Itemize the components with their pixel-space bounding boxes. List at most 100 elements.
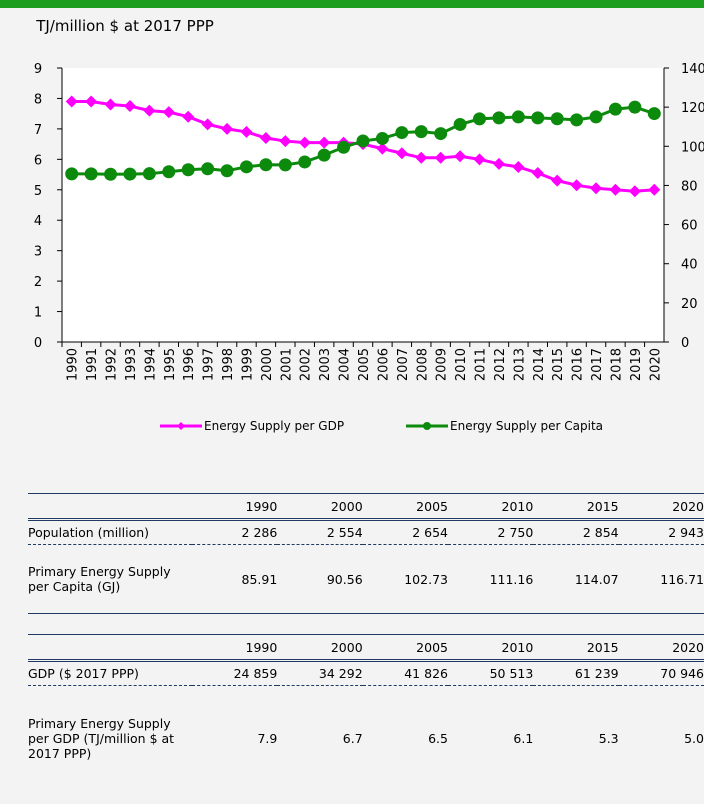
cell: 116.71 xyxy=(618,544,704,614)
point xyxy=(298,155,312,169)
y2-tick-label: 140 xyxy=(681,62,704,77)
y-tick-label: 0 xyxy=(34,336,42,351)
y-tick-label: 2 xyxy=(34,275,42,290)
cell: 5.0 xyxy=(684,730,704,746)
point xyxy=(259,158,273,172)
x-tick-label: 1995 xyxy=(163,348,178,381)
legend-label: Energy Supply per Capita xyxy=(450,419,603,433)
x-tick-label: 1999 xyxy=(240,348,255,381)
point xyxy=(123,167,137,181)
year-header: 2005 xyxy=(362,634,448,662)
x-tick-label: 1991 xyxy=(85,348,100,381)
year-header: 2015 xyxy=(533,493,619,521)
point xyxy=(590,182,603,195)
x-tick-label: 2018 xyxy=(609,348,624,381)
cell: 41 826 xyxy=(362,660,448,686)
x-tick-label: 2000 xyxy=(260,348,275,381)
point xyxy=(259,132,272,145)
year-header: 2015 xyxy=(533,634,619,662)
point xyxy=(182,110,195,123)
cell: 2 943 xyxy=(618,519,704,545)
point xyxy=(376,142,389,155)
point xyxy=(317,148,331,162)
point xyxy=(453,117,467,131)
point xyxy=(279,135,292,148)
data-table: 1990 2000 2005 2010 2015 2020 Population (mill… xyxy=(28,493,704,614)
point xyxy=(84,167,98,181)
y2-tick-label: 100 xyxy=(681,140,704,155)
chart: 0 1 2 3 4 5 6 7 8 9 0 20 40 60 80 100 120 140 1990 1991 1992… xyxy=(34,62,704,433)
x-tick-label: 2008 xyxy=(415,348,430,381)
x-tick-label: 2019 xyxy=(629,348,644,381)
point xyxy=(511,110,525,124)
point xyxy=(104,98,117,111)
point xyxy=(395,126,409,140)
y-tick-label: 7 xyxy=(34,123,42,138)
y2-tick-label: 80 xyxy=(681,179,698,194)
x-tick-label: 2009 xyxy=(435,348,450,381)
x-tick-label: 2011 xyxy=(474,348,489,381)
x-tick-label: 2003 xyxy=(318,348,333,381)
x-tick-label: 2016 xyxy=(571,348,586,381)
header-cell xyxy=(28,493,192,521)
point xyxy=(104,167,118,181)
point xyxy=(162,106,175,119)
point xyxy=(628,185,641,198)
point xyxy=(628,100,642,114)
cell: 2 750 xyxy=(447,519,534,545)
cell: 34 292 xyxy=(277,660,363,686)
point xyxy=(492,111,506,125)
point xyxy=(123,100,136,113)
y-tick-label: 1 xyxy=(34,306,42,321)
cell: 114.07 xyxy=(533,544,619,614)
row-label: GDP ($ 2017 PPP) xyxy=(28,660,192,686)
point xyxy=(239,160,253,174)
cell: 6.1 xyxy=(513,730,534,746)
y-tick-label: 3 xyxy=(34,245,42,260)
x-tick-label: 2017 xyxy=(590,348,605,381)
y-tick-label: 5 xyxy=(34,184,42,199)
legend-marker xyxy=(423,422,431,430)
point xyxy=(201,162,215,176)
header-cell xyxy=(28,634,192,662)
point xyxy=(434,151,447,164)
point xyxy=(648,183,661,196)
y2-tick-label: 40 xyxy=(681,258,698,273)
x-tick-label: 1994 xyxy=(143,348,158,381)
data-table: 1990 2000 2005 2010 2015 2020 GDP ($ 2017 PPP)… xyxy=(28,634,704,772)
x-tick-label: 2010 xyxy=(454,348,469,381)
point xyxy=(337,140,351,154)
y2-tick-label: 20 xyxy=(681,297,698,312)
x-tick-label: 2004 xyxy=(338,348,353,381)
cell: 85.91 xyxy=(192,544,278,614)
year-header: 2005 xyxy=(362,493,448,521)
year-header: 2010 xyxy=(447,493,534,521)
cell: 6.7 xyxy=(342,730,363,746)
row-label: Population (million) xyxy=(28,519,192,545)
y-tick-label: 9 xyxy=(34,62,42,77)
point xyxy=(589,110,603,124)
cell: 111.16 xyxy=(447,544,534,614)
cell: 2 286 xyxy=(192,519,278,545)
cell: 5.3 xyxy=(598,730,619,746)
data-row: GDP ($ 2017 PPP) 24 859 34 292 41 826 50 513… xyxy=(28,660,704,686)
x-tick-label: 1996 xyxy=(182,348,197,381)
x-tick-label: 1992 xyxy=(105,348,120,381)
y-axis-label: TJ/million $ at 2017 PPP xyxy=(36,17,214,35)
cell: 24 859 xyxy=(192,660,278,686)
row-label: Primary Energy Supply per GDP (TJ/millio… xyxy=(28,715,175,761)
point xyxy=(240,125,253,138)
cell: 7.9 xyxy=(257,730,278,746)
point xyxy=(531,167,544,180)
x-tick-label: 2001 xyxy=(279,348,294,381)
y-tick-label: 4 xyxy=(34,214,42,229)
point xyxy=(570,113,584,127)
point xyxy=(375,131,389,145)
point xyxy=(395,147,408,160)
cell: 90.56 xyxy=(277,544,363,614)
point xyxy=(65,95,78,108)
point xyxy=(220,164,234,178)
point xyxy=(356,134,370,148)
plot-area xyxy=(62,68,664,342)
